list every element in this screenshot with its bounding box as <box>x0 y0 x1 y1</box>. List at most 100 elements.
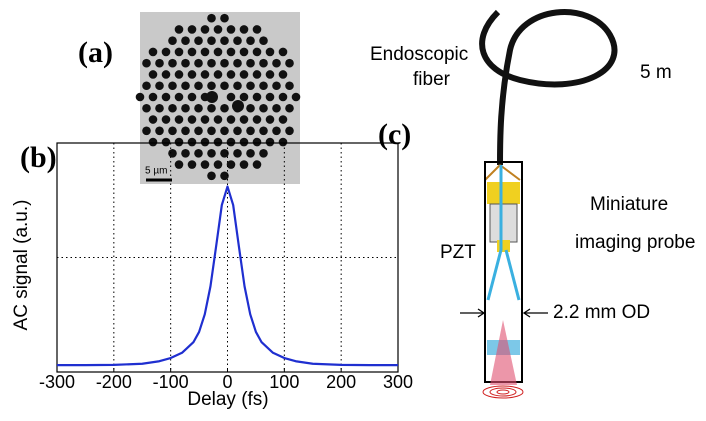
hole <box>194 58 203 68</box>
hole <box>246 126 255 136</box>
hole <box>194 81 203 91</box>
hole <box>226 115 236 124</box>
hole <box>252 25 262 34</box>
x-tick-label: -300 <box>39 372 75 392</box>
plot-frame <box>56 142 399 373</box>
lens-holder <box>497 240 510 252</box>
hole <box>259 103 268 113</box>
hole <box>155 58 164 68</box>
hole <box>168 58 177 68</box>
hole <box>155 126 164 136</box>
hole <box>259 148 268 158</box>
hole <box>226 137 236 147</box>
x-tick-label: -200 <box>96 372 132 392</box>
scale-bar-label: 5 µm <box>145 166 167 177</box>
x-axis-label: Delay (fs) <box>187 389 268 410</box>
hole <box>213 160 223 169</box>
hole <box>213 70 223 79</box>
hole <box>207 126 216 136</box>
hole <box>220 126 229 136</box>
hole <box>220 81 229 91</box>
hole <box>226 92 236 102</box>
fiber-coil <box>479 9 618 166</box>
hole <box>272 81 281 91</box>
hole <box>252 92 262 102</box>
hole <box>246 81 255 91</box>
hole <box>239 92 249 102</box>
hole <box>239 70 249 79</box>
hole <box>168 81 177 91</box>
x-tick-label: -100 <box>153 372 189 392</box>
hole <box>265 47 275 57</box>
hole <box>148 70 158 79</box>
hole <box>194 103 203 113</box>
hole <box>246 36 255 46</box>
hole <box>155 103 164 113</box>
y-axis-label: AC signal (a.u.) <box>11 200 32 331</box>
hole <box>220 148 229 158</box>
hole <box>239 25 249 34</box>
hole <box>207 81 216 91</box>
hole <box>142 103 151 113</box>
probe-label: imaging probe <box>575 232 695 253</box>
hole <box>168 36 177 46</box>
hole <box>239 47 249 57</box>
hole <box>194 148 203 158</box>
hole <box>168 103 177 113</box>
hole <box>174 47 184 57</box>
fiber-label: Endoscopic <box>370 44 468 65</box>
hole <box>187 137 197 147</box>
spiral <box>496 389 510 395</box>
hole <box>259 81 268 91</box>
hole <box>181 148 190 158</box>
hole <box>291 92 301 102</box>
hole <box>135 92 145 102</box>
panel-label: (a) <box>78 36 113 69</box>
hole <box>285 81 294 91</box>
hole <box>213 25 223 34</box>
hole <box>194 126 203 136</box>
hole <box>187 47 197 57</box>
hole <box>187 160 197 169</box>
hole <box>174 160 184 169</box>
hole <box>200 115 210 124</box>
hole <box>285 58 294 68</box>
holder <box>487 182 520 204</box>
hole <box>233 36 242 46</box>
hole <box>226 160 236 169</box>
x-tick-label: 200 <box>326 372 356 392</box>
fiber-label: fiber <box>413 69 451 90</box>
hole <box>207 58 216 68</box>
hole <box>161 92 171 102</box>
hole <box>239 137 249 147</box>
hole <box>142 58 151 68</box>
hole <box>142 126 151 136</box>
x-tick-label: 300 <box>383 372 413 392</box>
hole <box>278 47 288 57</box>
spiral <box>489 387 517 397</box>
beam <box>486 165 521 301</box>
arrows <box>460 308 548 318</box>
hole <box>252 115 262 124</box>
hole <box>155 81 164 91</box>
hole <box>207 36 216 46</box>
hole <box>213 115 223 124</box>
hole <box>265 70 275 79</box>
hole <box>187 25 197 34</box>
hole <box>265 92 275 102</box>
hole <box>220 13 229 23</box>
hole <box>220 58 229 68</box>
hole <box>161 137 171 147</box>
hole <box>181 103 190 113</box>
hole <box>278 115 288 124</box>
hole <box>246 103 255 113</box>
hole <box>142 81 151 91</box>
hole <box>174 70 184 79</box>
hole <box>278 70 288 79</box>
pzt-tube <box>489 203 518 243</box>
hole <box>181 58 190 68</box>
hole <box>285 103 294 113</box>
hole <box>252 137 262 147</box>
hole <box>246 58 255 68</box>
